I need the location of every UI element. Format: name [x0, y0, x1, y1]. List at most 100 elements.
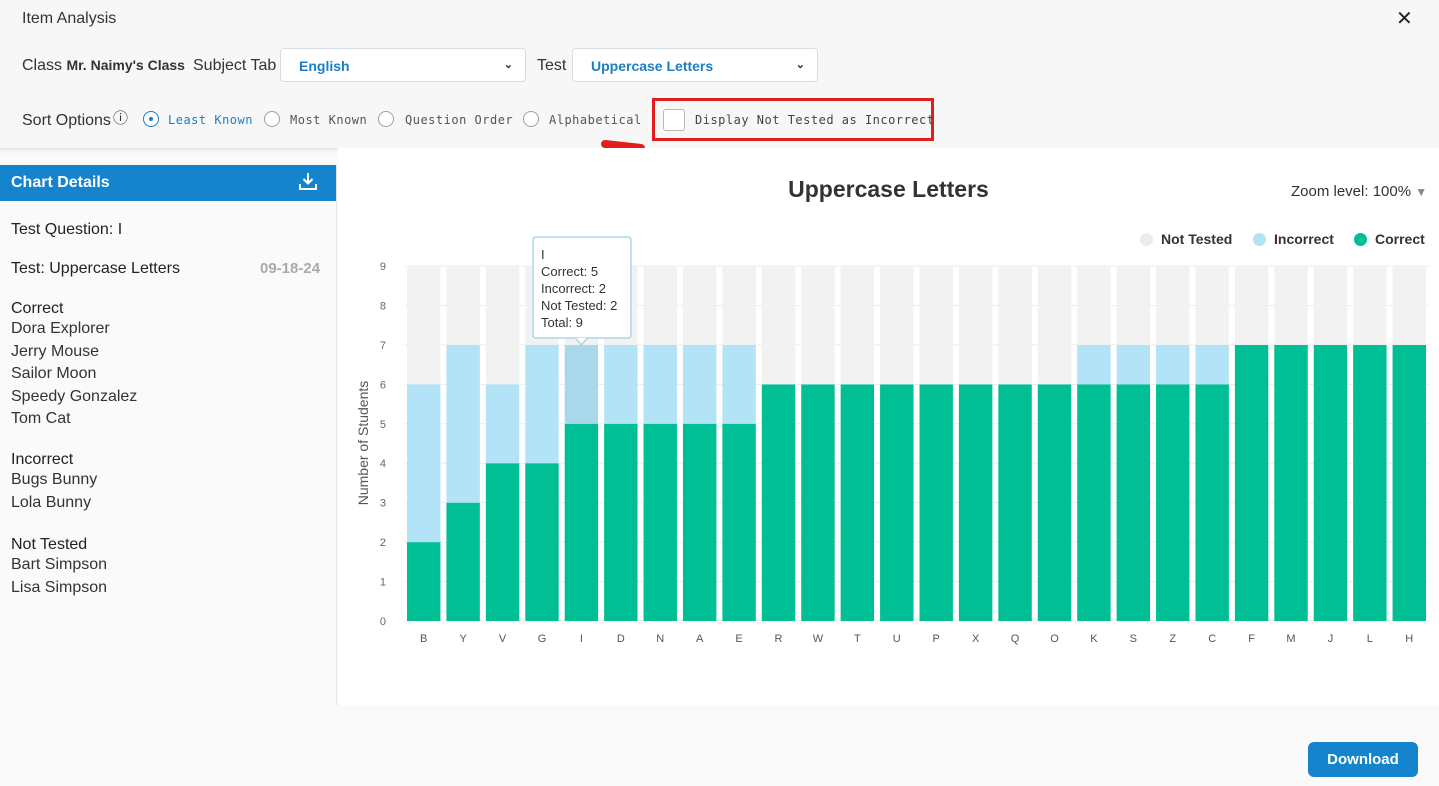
radio-least-known[interactable] — [143, 111, 159, 127]
student-name: Dora Explorer — [11, 320, 110, 337]
bar-incorrect — [485, 384, 520, 464]
x-tick-label: S — [1130, 633, 1137, 645]
bar-correct — [1077, 384, 1111, 621]
bar-correct — [880, 384, 914, 621]
bar-incorrect — [682, 344, 717, 424]
test-select[interactable]: Uppercase Letters ⌄ — [572, 48, 818, 82]
y-tick-label: 7 — [380, 340, 386, 352]
zoom-control[interactable]: Zoom level: 100% ▼ — [1291, 183, 1427, 200]
bar-correct — [919, 384, 953, 621]
x-tick-label: M — [1286, 633, 1295, 645]
legend-incorrect[interactable]: Incorrect — [1253, 231, 1334, 247]
filter-bar: Item Analysis ✕ Class Mr. Naimy's Class … — [0, 0, 1439, 149]
bar-not-tested — [919, 266, 953, 385]
x-tick-label: E — [735, 633, 742, 645]
bar-not-tested — [682, 266, 717, 345]
bar-correct — [722, 423, 756, 621]
bar-correct — [407, 542, 441, 621]
bar-not-tested — [880, 266, 914, 385]
y-tick-label: 0 — [380, 616, 386, 628]
sort-options-label: Sort Options — [22, 112, 111, 129]
zoom-value: 100% — [1372, 183, 1412, 200]
bar-not-tested — [1037, 266, 1072, 385]
bar-not-tested — [446, 266, 480, 345]
bar-not-tested — [801, 266, 835, 385]
legend-correct[interactable]: Correct — [1354, 231, 1425, 247]
bar-correct — [958, 384, 993, 621]
bar-not-tested — [1274, 266, 1308, 345]
bar-correct — [485, 463, 520, 621]
info-icon[interactable]: ⓘ — [113, 110, 129, 127]
bar-correct — [1392, 344, 1426, 621]
y-tick-label: 8 — [380, 300, 386, 312]
bar-not-tested — [1077, 266, 1111, 345]
bar-not-tested — [1156, 266, 1190, 345]
test-select-value: Uppercase Letters — [591, 58, 714, 74]
bar-correct — [1037, 384, 1072, 621]
legend-not-tested[interactable]: Not Tested — [1140, 231, 1232, 247]
chart-details-panel: Chart Details Test Question: I Test: Upp… — [0, 165, 337, 705]
radio-label-most-known[interactable]: Most Known — [290, 113, 368, 127]
radio-label-question-order[interactable]: Question Order — [405, 113, 514, 127]
x-tick-label: K — [1090, 633, 1098, 645]
bar-not-tested — [1116, 266, 1151, 345]
student-name: Bugs Bunny — [11, 471, 98, 488]
bar-correct — [1156, 384, 1190, 621]
radio-label-least-known[interactable]: Least Known — [168, 113, 253, 127]
chart-details-header: Chart Details — [0, 165, 336, 201]
test-date: 09-18-24 — [260, 260, 321, 277]
bar-correct — [643, 423, 677, 621]
bar-not-tested — [722, 266, 756, 345]
bar-correct — [761, 384, 796, 621]
test-label: Test — [537, 57, 567, 74]
x-tick-label: N — [656, 633, 664, 645]
bar-correct — [604, 423, 638, 621]
correct-section: Correct Dora Explorer Jerry Mouse Sailor M… — [11, 300, 137, 431]
bar-incorrect — [604, 344, 638, 424]
highlight-box — [652, 98, 934, 141]
tooltip-line: Not Tested: 2 — [541, 298, 617, 313]
incorrect-section: Incorrect Bugs Bunny Lola Bunny — [11, 451, 97, 514]
bar-incorrect — [722, 344, 756, 424]
bar-not-tested — [1313, 266, 1348, 345]
download-icon[interactable] — [298, 171, 318, 196]
bar-not-tested — [958, 266, 993, 385]
x-tick-label: C — [1208, 633, 1216, 645]
bar-incorrect — [1156, 344, 1190, 385]
bar-incorrect — [643, 344, 677, 424]
bar-incorrect — [407, 384, 441, 543]
subject-label: Subject Tab — [193, 57, 277, 74]
legend-swatch-correct — [1354, 233, 1367, 246]
x-tick-label: G — [538, 633, 547, 645]
bar-incorrect — [564, 344, 599, 424]
tooltip-line: I — [541, 247, 545, 262]
download-button[interactable]: Download — [1308, 742, 1418, 777]
radio-alphabetical[interactable] — [523, 111, 539, 127]
display-not-tested-checkbox[interactable] — [663, 109, 685, 131]
radio-label-alphabetical[interactable]: Alphabetical — [549, 113, 642, 127]
radio-question-order[interactable] — [378, 111, 394, 127]
y-tick-label: 5 — [380, 419, 386, 431]
display-not-tested-label[interactable]: Display Not Tested as Incorrect — [695, 113, 935, 127]
zoom-label: Zoom level: — [1291, 183, 1369, 200]
bar-correct — [446, 502, 480, 621]
tooltip-line: Incorrect: 2 — [541, 281, 606, 296]
chart-details-title: Chart Details — [11, 174, 110, 191]
y-tick-label: 3 — [380, 498, 386, 510]
bar-correct — [1195, 384, 1229, 621]
bar-correct — [682, 423, 717, 621]
subject-select[interactable]: English ⌄ — [280, 48, 526, 82]
correct-student-list: Dora Explorer Jerry Mouse Sailor Moon Speed… — [11, 318, 137, 431]
close-icon[interactable]: ✕ — [1396, 8, 1413, 30]
class-filter: Class Mr. Naimy's Class — [22, 57, 185, 75]
class-label: Class — [22, 57, 63, 74]
radio-most-known[interactable] — [264, 111, 280, 127]
legend-label-correct: Correct — [1375, 231, 1425, 247]
bar-correct — [1353, 344, 1387, 621]
student-name: Sailor Moon — [11, 365, 97, 382]
bar-correct — [1274, 344, 1308, 621]
bar-not-tested — [998, 266, 1032, 385]
y-tick-label: 4 — [380, 458, 386, 470]
class-value: Mr. Naimy's Class — [66, 57, 185, 73]
